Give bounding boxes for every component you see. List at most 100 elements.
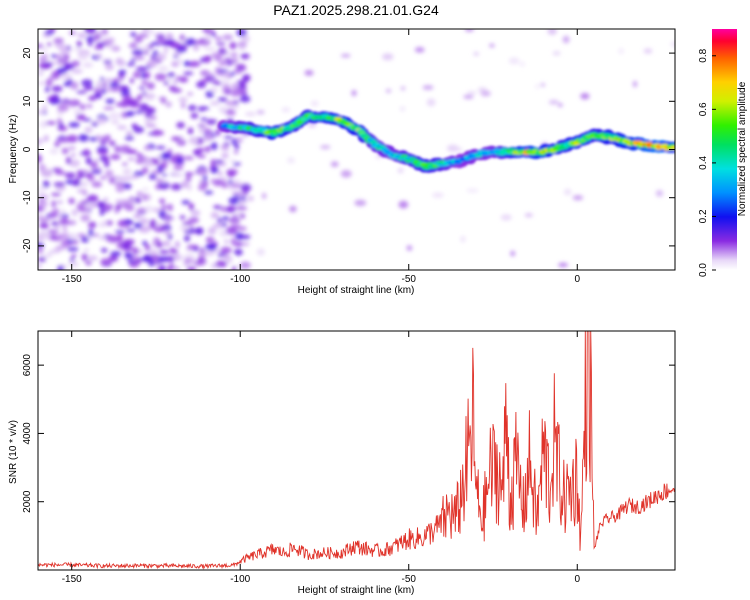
noise-speck [163,229,171,237]
noise-speck [82,189,88,196]
noise-speck [49,148,59,155]
noise-speck [125,223,130,229]
noise-speck [220,79,231,84]
noise-speck [62,226,68,232]
noise-speck [108,176,115,184]
noise-speck [137,94,143,100]
noise-speck [202,41,208,47]
noise-speck [200,117,208,122]
noise-speck [170,42,182,49]
noise-speck [88,228,94,237]
noise-speck [227,108,233,113]
noise-speck [82,53,87,59]
noise-speck [209,87,219,93]
noise-speck [77,32,87,39]
noise-speck [172,266,181,270]
noise-speck [563,188,572,196]
noise-speck [173,79,178,85]
noise-speck [215,248,221,254]
noise-speck [167,72,175,78]
noise-speck [214,66,222,75]
noise-speck [38,257,47,262]
noise-speck [52,94,59,99]
noise-speck [187,137,199,145]
noise-speck [218,105,229,114]
noise-speck [510,250,516,257]
noise-speck [238,200,248,204]
snr-panel: -150 -100 -50 0 2000 4000 6000 Height of strai… [8,330,676,596]
noise-speck [217,217,222,224]
noise-speck [47,229,59,234]
noise-speck [197,184,207,191]
noise-speck [340,54,351,58]
noise-speck [228,179,234,184]
noise-speck [105,98,115,104]
noise-speck [113,181,125,186]
noise-speck [71,68,83,74]
noise-speck [38,69,44,77]
noise-speck [152,129,161,137]
noise-speck [38,138,44,143]
noise-speck [203,55,212,62]
noise-speck [236,80,248,84]
noise-speck [222,34,233,41]
noise-speck [136,191,143,197]
noise-speck [50,192,62,197]
noise-speck [233,150,239,155]
spectrogram-xtick-label: -50 [402,274,417,285]
noise-speck [96,201,107,207]
noise-speck [44,61,53,68]
noise-speck [183,261,191,266]
noise-speck [97,149,109,155]
noise-speck [256,110,265,115]
noise-speck [239,91,245,95]
noise-speck [209,101,220,106]
noise-speck [83,248,90,252]
noise-speck [144,244,151,251]
noise-speck [235,206,248,211]
noise-speck [105,134,111,142]
noise-speck [148,29,155,35]
noise-speck [161,240,171,247]
noise-speck [225,100,236,106]
noise-speck [160,179,167,184]
noise-speck [45,121,57,125]
noise-speck [51,221,59,227]
noise-speck [68,31,77,35]
snr-ytick-label: 4000 [22,422,33,445]
noise-speck [38,163,46,172]
noise-speck [104,159,110,168]
noise-speck [158,181,170,190]
figure-title: PAZ1.2025.298.21.01.G24 [273,2,439,18]
noise-speck [57,104,69,112]
noise-speck [132,49,144,56]
noise-speck [42,47,49,51]
noise-speck [155,145,166,150]
noise-speck [163,214,171,219]
noise-speck [183,71,194,76]
noise-speck [103,203,114,211]
noise-speck [201,29,211,33]
noise-speck [58,61,64,67]
noise-speck [170,156,178,163]
noise-speck [548,99,559,105]
noise-speck [38,263,42,268]
noise-speck [159,198,166,204]
noise-speck [196,228,202,234]
noise-speck [42,254,53,258]
noise-speck [73,108,81,115]
noise-speck [90,161,98,169]
noise-speck [98,235,108,240]
noise-speck [93,38,97,42]
noise-speck [86,194,99,203]
noise-speck [187,183,192,191]
noise-speck [226,62,233,66]
noise-speck [38,43,44,48]
noise-speck [49,211,59,219]
noise-speck [287,157,295,164]
noise-speck [480,90,491,97]
noise-speck [196,81,207,89]
noise-speck [159,264,166,270]
noise-speck [157,65,169,72]
noise-speck [59,218,69,225]
